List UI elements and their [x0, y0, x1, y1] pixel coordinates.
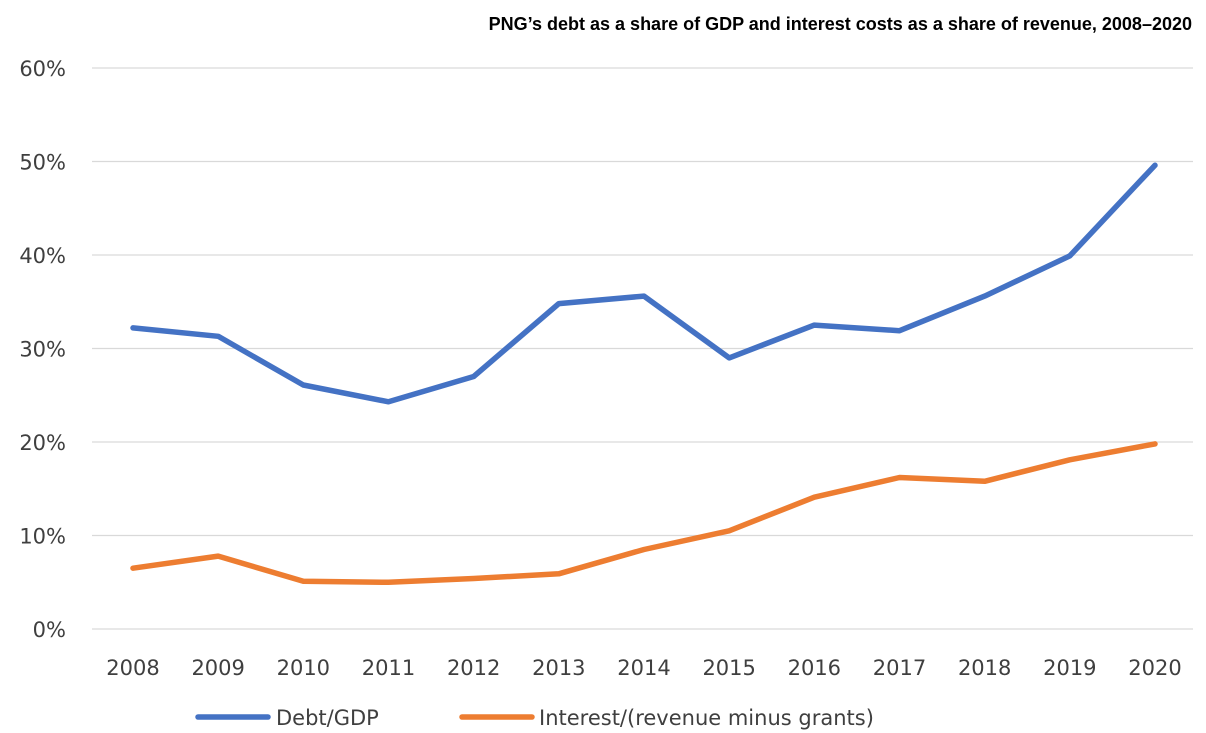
series-line-interest-revenue: [130, 441, 1158, 586]
series-line-debt-gdp: [130, 162, 1158, 405]
x-tick-label: 2016: [788, 656, 841, 680]
x-tick-label: 2014: [617, 656, 670, 680]
y-tick-label: 10%: [19, 525, 66, 549]
legend: Debt/GDP Interest/(revenue minus grants): [195, 706, 874, 730]
x-tick-label: 2008: [106, 656, 159, 680]
x-tick-label: 2017: [873, 656, 926, 680]
y-tick-label: 50%: [19, 151, 66, 175]
x-tick-label: 2020: [1128, 656, 1181, 680]
y-axis-ticks: 0% 10% 20% 30% 40% 50% 60%: [19, 57, 66, 642]
gridlines: [92, 67, 1193, 630]
x-tick-label: 2011: [362, 656, 415, 680]
x-tick-label: 2013: [532, 656, 585, 680]
chart-title: PNG’s debt as a share of GDP and interes…: [488, 14, 1192, 34]
x-tick-label: 2009: [191, 656, 244, 680]
y-tick-label: 60%: [19, 57, 66, 81]
y-tick-label: 0%: [33, 618, 66, 642]
legend-label: Debt/GDP: [276, 706, 379, 730]
legend-label: Interest/(revenue minus grants): [539, 706, 874, 730]
x-tick-label: 2012: [447, 656, 500, 680]
x-tick-label: 2019: [1043, 656, 1096, 680]
x-tick-label: 2010: [277, 656, 330, 680]
x-tick-label: 2015: [702, 656, 755, 680]
y-tick-label: 30%: [19, 338, 66, 362]
x-tick-label: 2018: [958, 656, 1011, 680]
x-axis-ticks: 2008 2009 2010 2011 2012 2013 2014 2015 2016 2017…: [106, 656, 1181, 680]
y-tick-label: 20%: [19, 431, 66, 455]
series-lines: [130, 162, 1158, 586]
y-tick-label: 40%: [19, 244, 66, 268]
